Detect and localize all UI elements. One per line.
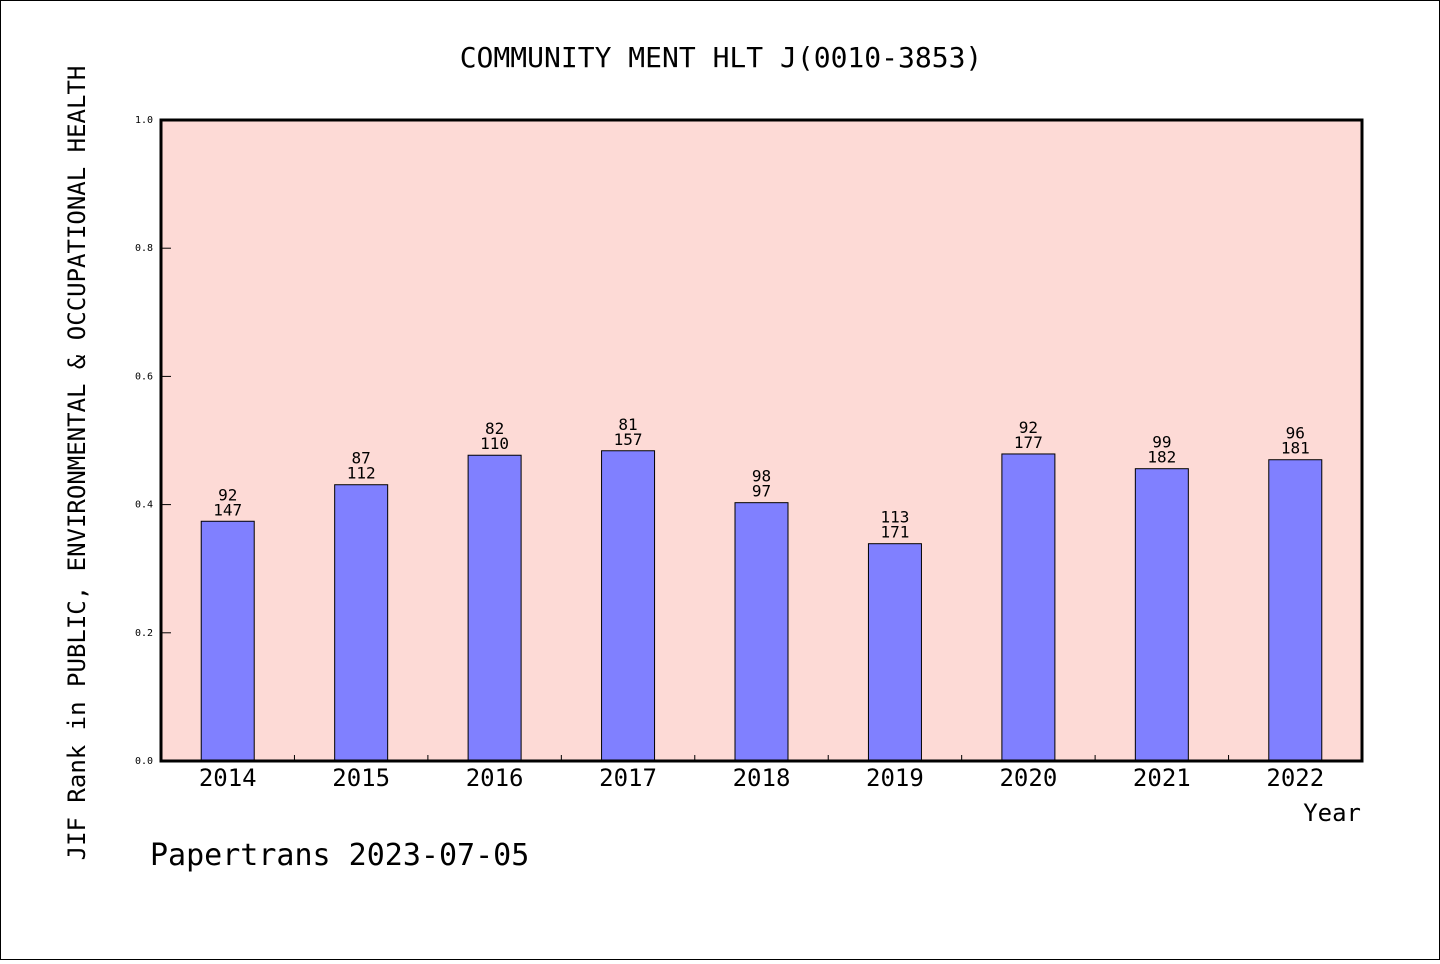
bar-2021 <box>1134 468 1189 762</box>
y-tick-label: 0.0 <box>135 756 153 767</box>
x-tick-label: 2022 <box>1266 764 1324 792</box>
bar-2020 <box>1001 453 1056 762</box>
footer-text: Papertrans 2023-07-05 <box>150 838 529 873</box>
x-axis: 2014 2015 2016 2017 2018 2019 2020 2021 2022 <box>199 755 1324 792</box>
x-tick-label: 2014 <box>199 764 257 792</box>
bar-2016 <box>467 454 522 762</box>
bar-2015 <box>334 484 389 762</box>
bar-label-bottom: 177 <box>1014 433 1043 452</box>
y-axis-label: JIF Rank in PUBLIC, ENVIRONMENTAL & OCCU… <box>63 66 91 861</box>
y-tick-label: 0.2 <box>135 628 153 639</box>
chart-title: COMMUNITY MENT HLT J(0010-3853) <box>460 41 983 74</box>
bar-label-top: 81 <box>618 415 637 434</box>
bar-label-bottom: 182 <box>1147 448 1176 467</box>
y-tick-label: 0.6 <box>135 371 153 382</box>
x-tick-label: 2015 <box>332 764 390 792</box>
bar-label-top: 92 <box>218 485 237 504</box>
x-tick-label: 2017 <box>599 764 657 792</box>
bar-label-top: 92 <box>1019 418 1038 437</box>
x-tick-label: 2019 <box>866 764 924 792</box>
bar-label-top: 99 <box>1152 433 1171 452</box>
bar-label-bottom: 157 <box>614 430 643 449</box>
x-tick-label: 2016 <box>466 764 524 792</box>
bar-label-bottom: 110 <box>480 434 509 453</box>
bar-label-top: 113 <box>880 508 909 527</box>
bar-2018 <box>734 502 789 762</box>
bar-label-top: 96 <box>1286 424 1305 443</box>
x-tick-label: 2018 <box>733 764 791 792</box>
bar-label-top: 98 <box>752 467 771 486</box>
x-tick-label: 2020 <box>999 764 1057 792</box>
bar-2017 <box>601 450 656 762</box>
bar-label-bottom: 97 <box>752 482 771 501</box>
plot-border <box>159 118 1364 763</box>
bar-label-bottom: 147 <box>213 500 242 519</box>
bar-2022 <box>1268 459 1323 762</box>
bar-label-bottom: 112 <box>347 464 376 483</box>
bar-label-bottom: 181 <box>1281 439 1310 458</box>
x-axis-label: Year <box>1303 799 1361 827</box>
bar-label-top: 82 <box>485 419 504 438</box>
bar-2019 <box>867 543 922 762</box>
y-tick-label: 0.8 <box>135 243 153 254</box>
y-tick-label: 0.4 <box>135 500 153 511</box>
bar-2014 <box>200 520 255 762</box>
x-tick-label: 2021 <box>1133 764 1191 792</box>
y-tick-label: 1.0 <box>135 115 153 126</box>
bar-label-top: 87 <box>352 449 371 468</box>
bar-label-bottom: 171 <box>880 523 909 542</box>
